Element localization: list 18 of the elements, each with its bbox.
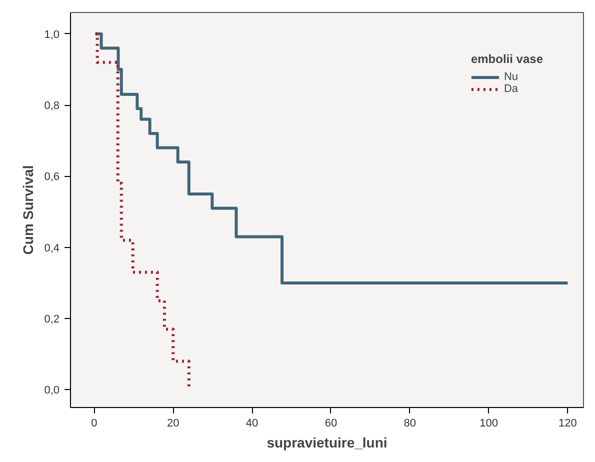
x-tick-label: 40	[246, 418, 258, 430]
legend-label: Da	[504, 83, 520, 95]
x-tick-label: 100	[480, 418, 498, 430]
x-axis-title: supravietuire_luni	[266, 434, 388, 450]
y-tick-label: 0,0	[44, 384, 60, 397]
legend-title: embolii vase	[470, 52, 543, 66]
y-tick-label: 0,6	[44, 171, 60, 184]
x-tick-label: 80	[404, 418, 416, 430]
x-tick-label: 20	[166, 418, 180, 430]
y-tick-label: 0,4	[44, 242, 60, 254]
y-tick-label: 1,0	[44, 28, 60, 41]
y-tick-label: 0,2	[44, 314, 60, 326]
legend-label: Nu	[504, 71, 520, 83]
x-tick-label: 0	[91, 418, 98, 430]
y-tick-label: 0,8	[44, 100, 60, 112]
x-tick-label: 120	[558, 418, 577, 430]
y-axis-title: Cum Survival	[20, 165, 36, 255]
x-tick-label: 60	[324, 418, 338, 430]
